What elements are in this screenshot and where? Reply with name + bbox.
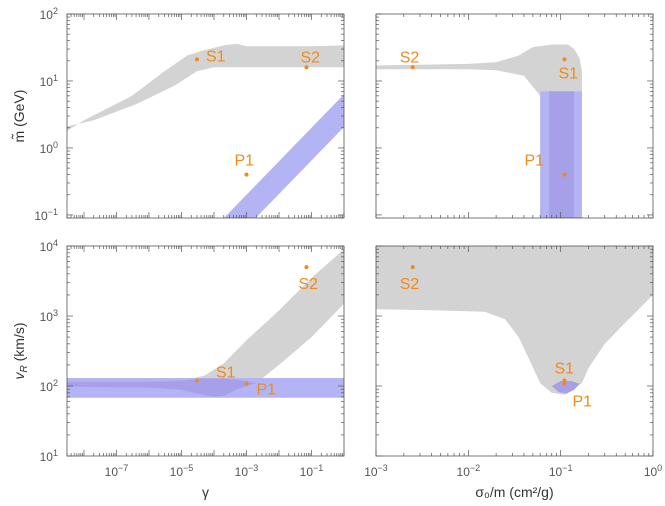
- x-tick-label: 10−3: [364, 463, 388, 479]
- y-tick-label: 100: [40, 140, 58, 156]
- y-axis-label: vR (km/s): [11, 323, 30, 380]
- y-tick-label: 103: [40, 308, 58, 324]
- y-tick-label: 10−1: [34, 207, 58, 223]
- benchmark-point-s1: [195, 378, 200, 383]
- panel-bottom-right: 10−3 10−2 10−1 100 σ₀/m (cm²/g) S1 S2 P1: [364, 245, 662, 500]
- overlap-region: [67, 378, 257, 397]
- x-tick-label: 10−2: [457, 463, 481, 479]
- x-axis-label: σ₀/m (cm²/g): [475, 484, 553, 500]
- benchmark-label-p1: P1: [572, 394, 592, 411]
- benchmark-point-s2: [304, 265, 309, 270]
- benchmark-point-p1: [244, 381, 249, 386]
- ticks-bottom-left: [66, 245, 345, 457]
- benchmark-label-s1: S1: [206, 48, 226, 65]
- benchmark-point-s1: [562, 57, 567, 62]
- benchmark-label-s2: S2: [400, 276, 420, 293]
- ticks-top-left: [66, 13, 345, 219]
- y-tick-label: 102: [40, 6, 58, 22]
- x-axis-label: γ: [202, 484, 209, 500]
- y-tick-label: 101: [40, 73, 58, 89]
- panel-top-left: 10−1 100 101 102 m̃ (GeV) S1 S2 P1: [11, 6, 345, 223]
- x-tick-label: 10−5: [170, 463, 194, 479]
- plot-frame: [66, 13, 345, 219]
- gray-region: [376, 246, 653, 395]
- regions-bottom-left: [67, 249, 344, 398]
- x-tick-label: 10−1: [549, 463, 573, 479]
- blue-region: [223, 94, 344, 218]
- benchmark-label-s2: S2: [300, 49, 320, 66]
- panel-bottom-left: 10−7 10−5 10−3 10−1 101 102 103 104 vR (km/s) γ S1…: [11, 238, 345, 500]
- regions-top-left: [67, 43, 344, 218]
- y-tick-label: 101: [40, 448, 58, 464]
- plot-frame: [375, 245, 654, 457]
- benchmark-point-s1: [562, 378, 567, 383]
- gray-region: [67, 249, 344, 397]
- benchmark-point-s2: [304, 65, 309, 70]
- benchmark-label-p1: P1: [234, 153, 254, 170]
- regions-bottom-right: [376, 246, 653, 395]
- overlap-region: [549, 91, 575, 218]
- ticks-top-right: [375, 13, 654, 219]
- ticks-bottom-right: [375, 245, 654, 457]
- y-axis-label: m̃ (GeV): [11, 90, 27, 143]
- x-tick-label: 10−7: [105, 463, 129, 479]
- benchmark-point-s2: [410, 65, 415, 70]
- x-tick-label: 10−1: [300, 463, 324, 479]
- benchmark-label-s1: S1: [216, 364, 236, 381]
- benchmark-point-p1: [562, 172, 567, 177]
- x-tick-label: 100: [644, 463, 662, 479]
- plot-frame: [375, 13, 654, 219]
- benchmark-label-s1: S1: [558, 65, 578, 82]
- benchmark-label-s1: S1: [554, 360, 574, 377]
- benchmark-point-s1: [195, 57, 200, 62]
- gray-region: [67, 43, 344, 131]
- y-tick-label: 104: [40, 238, 58, 254]
- benchmark-label-p1: P1: [524, 153, 544, 170]
- y-tick-label: 102: [40, 378, 58, 394]
- overlap-region: [551, 381, 580, 394]
- benchmark-point-p1: [562, 381, 567, 386]
- benchmark-point-s2: [410, 265, 415, 270]
- plot-frame: [66, 245, 345, 457]
- benchmark-label-s2: S2: [400, 49, 420, 66]
- regions-top-right: [376, 44, 582, 218]
- x-tick-label: 10−3: [235, 463, 259, 479]
- benchmark-label-p1: P1: [256, 382, 276, 399]
- benchmark-label-s2: S2: [298, 276, 318, 293]
- panel-top-right: S1 S2 P1: [375, 13, 654, 219]
- benchmark-point-p1: [244, 172, 249, 177]
